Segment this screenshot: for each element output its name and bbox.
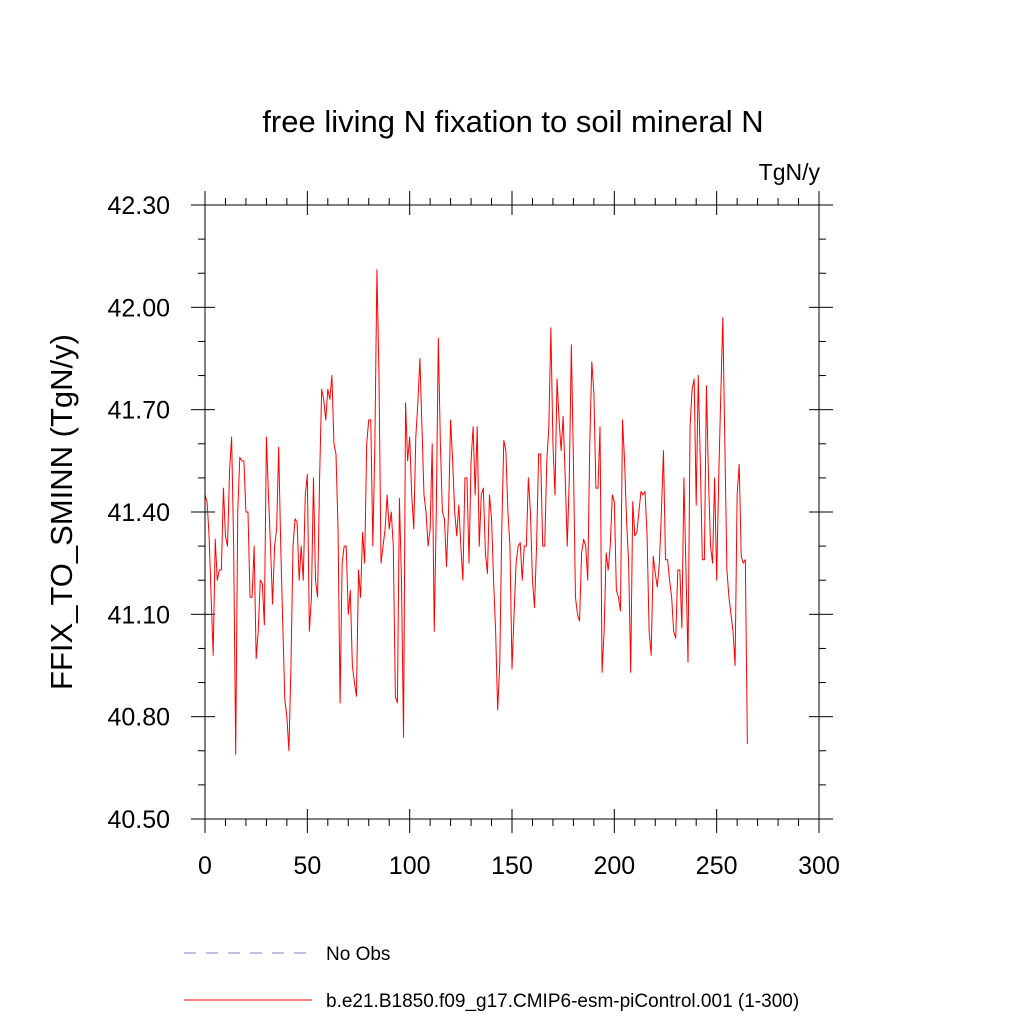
x-tick-label: 100 — [389, 852, 431, 880]
y-tick-label: 41.70 — [107, 397, 170, 425]
ticks-layer: 0 50 100 150 200 250 300 40.50 40.80 41.10 41.40 41… — [107, 191, 840, 880]
y-tick-label: 40.80 — [107, 704, 170, 732]
y-tick-label: 40.50 — [107, 806, 170, 834]
x-tick-label: 50 — [293, 852, 321, 880]
chart-title: free living N fixation to soil mineral N — [262, 104, 763, 139]
legend: No Obs b.e21.B1850.f09_g17.CMIP6-esm-piCo… — [184, 944, 799, 1012]
x-tick-label: 150 — [491, 852, 533, 880]
x-tick-label: 200 — [593, 852, 635, 880]
series-line — [204, 269, 748, 755]
plot-frame — [204, 204, 820, 820]
y-axis-label: FFIX_TO_SMINN (TgN/y) — [44, 334, 79, 690]
legend-label: No Obs — [326, 944, 390, 965]
series-layer — [204, 269, 748, 755]
x-tick-label: 0 — [198, 852, 212, 880]
y-tick-label: 41.40 — [107, 499, 170, 527]
x-tick-label: 250 — [696, 852, 738, 880]
y-tick-label: 42.30 — [107, 192, 170, 220]
y-tick-label: 41.10 — [107, 601, 170, 629]
y-tick-label: 42.00 — [107, 294, 170, 322]
x-tick-label: 300 — [798, 852, 840, 880]
units-label: TgN/y — [759, 159, 821, 185]
legend-label: b.e21.B1850.f09_g17.CMIP6-esm-piControl.… — [326, 991, 799, 1012]
